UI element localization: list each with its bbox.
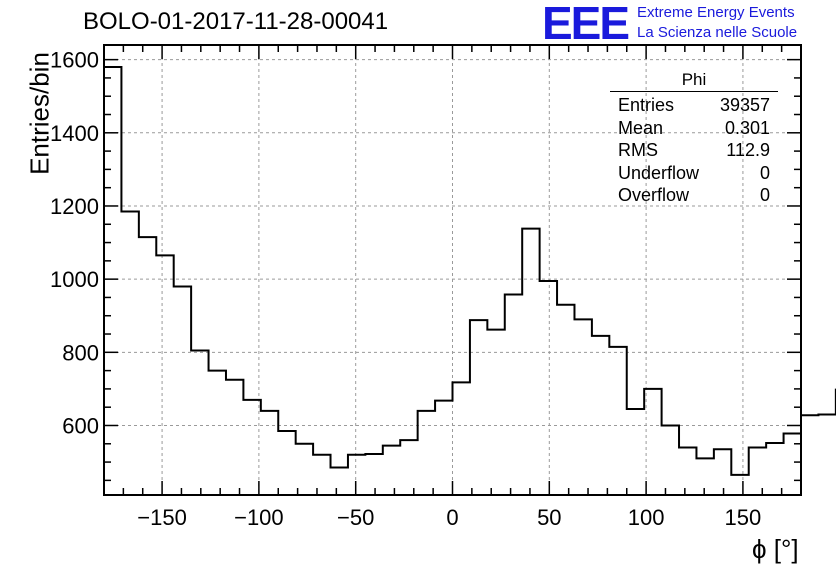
- stats-row-entries: Entries 39357: [610, 94, 778, 117]
- x-axis-label: ϕ [°]: [752, 534, 799, 564]
- y-tick-label: 600: [62, 413, 99, 438]
- stats-value: 0: [759, 185, 770, 205]
- logo-text-line1: Extreme Energy Events: [637, 4, 795, 21]
- y-tick-label: 1600: [50, 48, 99, 73]
- x-tick-label: 100: [628, 505, 665, 530]
- y-tick-label: 1000: [50, 267, 99, 292]
- stats-label: RMS: [618, 140, 658, 160]
- eee-logo: EEE: [542, 0, 630, 49]
- stats-box: Phi Entries 39357 Mean 0.301 RMS 112.9 U…: [610, 70, 778, 207]
- y-axis-label: Entries/bin: [24, 52, 55, 175]
- chart-title: BOLO-01-2017-11-28-00041: [83, 8, 389, 35]
- stats-box-title: Phi: [610, 70, 778, 92]
- stats-value: 0.301: [724, 117, 770, 138]
- stats-label: Entries: [618, 95, 675, 115]
- histogram-line: [104, 65, 836, 476]
- stats-row-overflow: Overflow 0: [610, 184, 778, 207]
- x-tick-label: −150: [137, 505, 187, 530]
- x-tick-label: −100: [234, 505, 284, 530]
- stats-label: Underflow: [618, 162, 700, 183]
- y-tick-label: 1400: [50, 121, 99, 146]
- x-tick-label: 150: [725, 505, 762, 530]
- y-tick-label: 1200: [50, 194, 99, 219]
- stats-row-underflow: Underflow 0: [610, 162, 778, 185]
- stats-value: 112.9: [726, 140, 770, 160]
- x-tick-label: 0: [446, 505, 458, 530]
- x-tick-label: 50: [537, 505, 561, 530]
- stats-label: Mean: [618, 117, 664, 138]
- y-tick-label: 800: [62, 340, 99, 365]
- stats-row-mean: Mean 0.301: [610, 117, 778, 140]
- stats-row-rms: RMS 112.9: [610, 139, 778, 162]
- logo-text-line2: La Scienza nelle Scuole: [637, 24, 798, 41]
- x-tick-label: −50: [337, 505, 374, 530]
- stats-value: 39357: [719, 95, 770, 115]
- stats-label: Overflow: [618, 185, 690, 205]
- stats-value: 0: [759, 162, 770, 183]
